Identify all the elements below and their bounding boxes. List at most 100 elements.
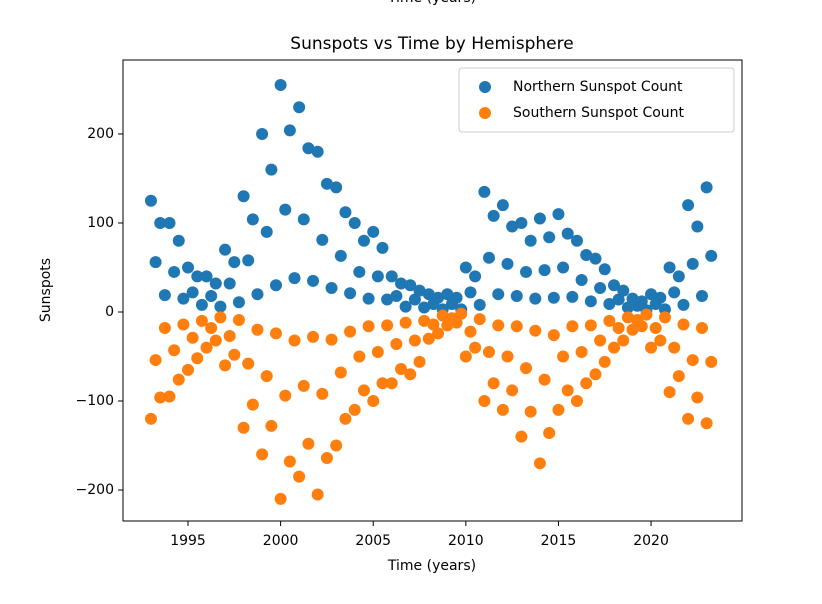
scatter-point <box>418 301 431 314</box>
scatter-point <box>672 370 685 383</box>
scatter-point <box>413 355 426 368</box>
scatter-point <box>478 185 491 198</box>
scatter-point <box>404 279 417 292</box>
scatter-point <box>376 241 389 254</box>
scatter-point <box>293 470 306 483</box>
scatter-point <box>645 341 658 354</box>
scatter-point <box>506 384 519 397</box>
scatter-point <box>520 265 533 278</box>
scatter-point <box>371 346 384 359</box>
scatter-point <box>279 203 292 216</box>
scatter-point <box>172 373 185 386</box>
scatter-point <box>700 417 713 430</box>
scatter-point <box>635 295 648 308</box>
scatter-point <box>154 391 167 404</box>
scatter-point <box>695 289 708 302</box>
scatter-point <box>163 216 176 229</box>
scatter-point <box>594 334 607 347</box>
scatter-point <box>589 368 602 381</box>
scatter-point <box>158 322 171 335</box>
scatter-point <box>390 338 403 351</box>
scatter-point <box>256 127 269 140</box>
y-tick-label: 200 <box>87 126 114 142</box>
scatter-point <box>533 457 546 470</box>
x-tick-label: 2005 <box>355 533 391 549</box>
scatter-point <box>668 341 681 354</box>
scatter-point <box>191 352 204 365</box>
scatter-point <box>538 373 551 386</box>
scatter-point <box>219 359 232 372</box>
scatter-point <box>269 327 282 340</box>
scatter-point <box>492 288 505 301</box>
scatter-point <box>501 257 514 270</box>
scatter-point <box>464 286 477 299</box>
y-tick-label: 100 <box>87 215 114 231</box>
scatter-point <box>427 318 440 331</box>
scatter-point <box>649 322 662 335</box>
legend-marker <box>479 107 491 119</box>
scatter-point <box>348 216 361 229</box>
scatter-point <box>705 249 718 262</box>
scatter-point <box>575 346 588 359</box>
scatter-point <box>598 263 611 276</box>
y-tick-label: −100 <box>76 393 114 409</box>
scatter-point <box>163 390 176 403</box>
scatter-point <box>691 220 704 233</box>
scatter-point <box>177 318 190 331</box>
scatter-point <box>325 281 338 294</box>
scatter-point <box>228 348 241 361</box>
scatter-point <box>200 341 213 354</box>
scatter-point <box>469 270 482 283</box>
scatter-point <box>408 334 421 347</box>
scatter-point <box>311 488 324 501</box>
scatter-point <box>144 412 157 425</box>
scatter-point <box>242 254 255 267</box>
scatter-point <box>496 199 509 212</box>
scatter-point <box>232 314 245 327</box>
scatter-point <box>515 216 528 229</box>
scatter-point <box>510 289 523 302</box>
scatter-point <box>404 368 417 381</box>
scatter-point <box>311 145 324 158</box>
scatter-point <box>496 403 509 416</box>
scatter-point <box>552 403 565 416</box>
scatter-point <box>543 231 556 244</box>
scatter-point <box>357 384 370 397</box>
scatter-point <box>418 314 431 327</box>
scatter-point <box>168 265 181 278</box>
x-axis-label: Time (years) <box>387 558 476 574</box>
scatter-point <box>677 318 690 331</box>
scatter-point <box>654 291 667 304</box>
scatter-point <box>353 265 366 278</box>
scatter-point <box>654 334 667 347</box>
scatter-point <box>455 307 468 320</box>
scatter-point <box>580 249 593 262</box>
scatter-point <box>478 395 491 408</box>
scatter-point <box>672 270 685 283</box>
scatter-point <box>214 300 227 313</box>
y-tick-label: 0 <box>105 304 114 320</box>
scatter-point <box>279 389 292 402</box>
scatter-point <box>182 261 195 274</box>
scatter-point <box>302 142 315 155</box>
scatter-point <box>570 234 583 247</box>
scatter-point <box>432 327 445 340</box>
chart-title: Sunspots vs Time by Hemisphere <box>290 34 573 54</box>
scatter-point <box>246 213 259 226</box>
scatter-point <box>691 391 704 404</box>
scatter-point <box>432 291 445 304</box>
scatter-point <box>385 270 398 283</box>
y-tick-label: −200 <box>76 482 114 498</box>
scatter-point <box>395 362 408 375</box>
scatter-point <box>334 366 347 379</box>
scatter-point <box>367 225 380 238</box>
scatter-point <box>705 355 718 368</box>
scatter-point <box>547 329 560 342</box>
scatter-point <box>603 314 616 327</box>
scatter-point <box>344 287 357 300</box>
scatter-point <box>232 296 245 309</box>
scatter-point <box>274 79 287 92</box>
scatter-point <box>265 419 278 432</box>
